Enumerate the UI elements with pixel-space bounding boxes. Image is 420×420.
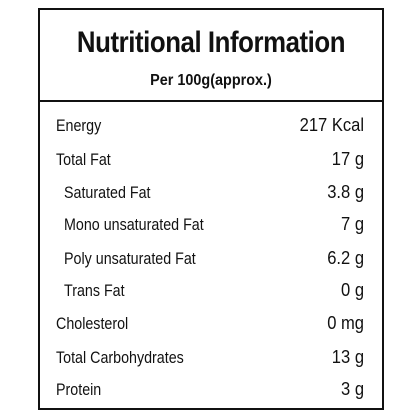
nutrient-row-mono-unsaturated-fat: Mono unsaturated Fat 7 g [56,207,364,237]
nutrient-value: 0 mg [327,313,364,333]
header-divider [40,100,382,102]
nutrient-row-poly-unsaturated-fat: Poly unsaturated Fat 6.2 g [56,241,364,271]
nutrient-row-total-carbohydrates: Total Carbohydrates 13 g [56,340,364,370]
nutrient-value: 17 g [331,149,364,169]
nutrient-value: 6.2 g [327,248,364,268]
nutrient-value: 3 g [340,379,364,399]
nutrient-name: Saturated Fat [64,183,151,202]
nutrient-name: Total Carbohydrates [56,348,184,367]
nutrient-name: Trans Fat [64,281,125,300]
label-serving-basis: Per 100g(approx.) [150,72,272,89]
nutrient-value: 13 g [331,347,364,367]
nutrient-name: Mono unsaturated Fat [64,215,204,234]
nutrient-name: Protein [56,380,102,399]
nutrition-label: Nutritional Information Per 100g(approx.… [38,8,384,410]
nutrient-row-trans-fat: Trans Fat 0 g [56,273,364,303]
nutrient-name: Cholesterol [56,314,129,333]
nutrient-name: Total Fat [56,150,111,169]
nutrient-value: 3.8 g [327,182,364,202]
nutrient-name: Energy [56,116,102,135]
nutrient-row-protein: Protein 3 g [56,372,364,402]
label-title: Nutritional Information [76,26,346,59]
nutrient-row-cholesterol: Cholesterol 0 mg [56,306,364,336]
nutrient-value: 217 Kcal [299,115,364,135]
nutrient-value: 0 g [340,280,364,300]
nutrient-row-total-fat: Total Fat 17 g [56,142,364,172]
nutrient-name: Poly unsaturated Fat [64,249,196,268]
nutrient-value: 7 g [340,214,364,234]
nutrient-row-energy: Energy 217 Kcal [56,108,364,138]
nutrient-row-saturated-fat: Saturated Fat 3.8 g [56,175,364,205]
